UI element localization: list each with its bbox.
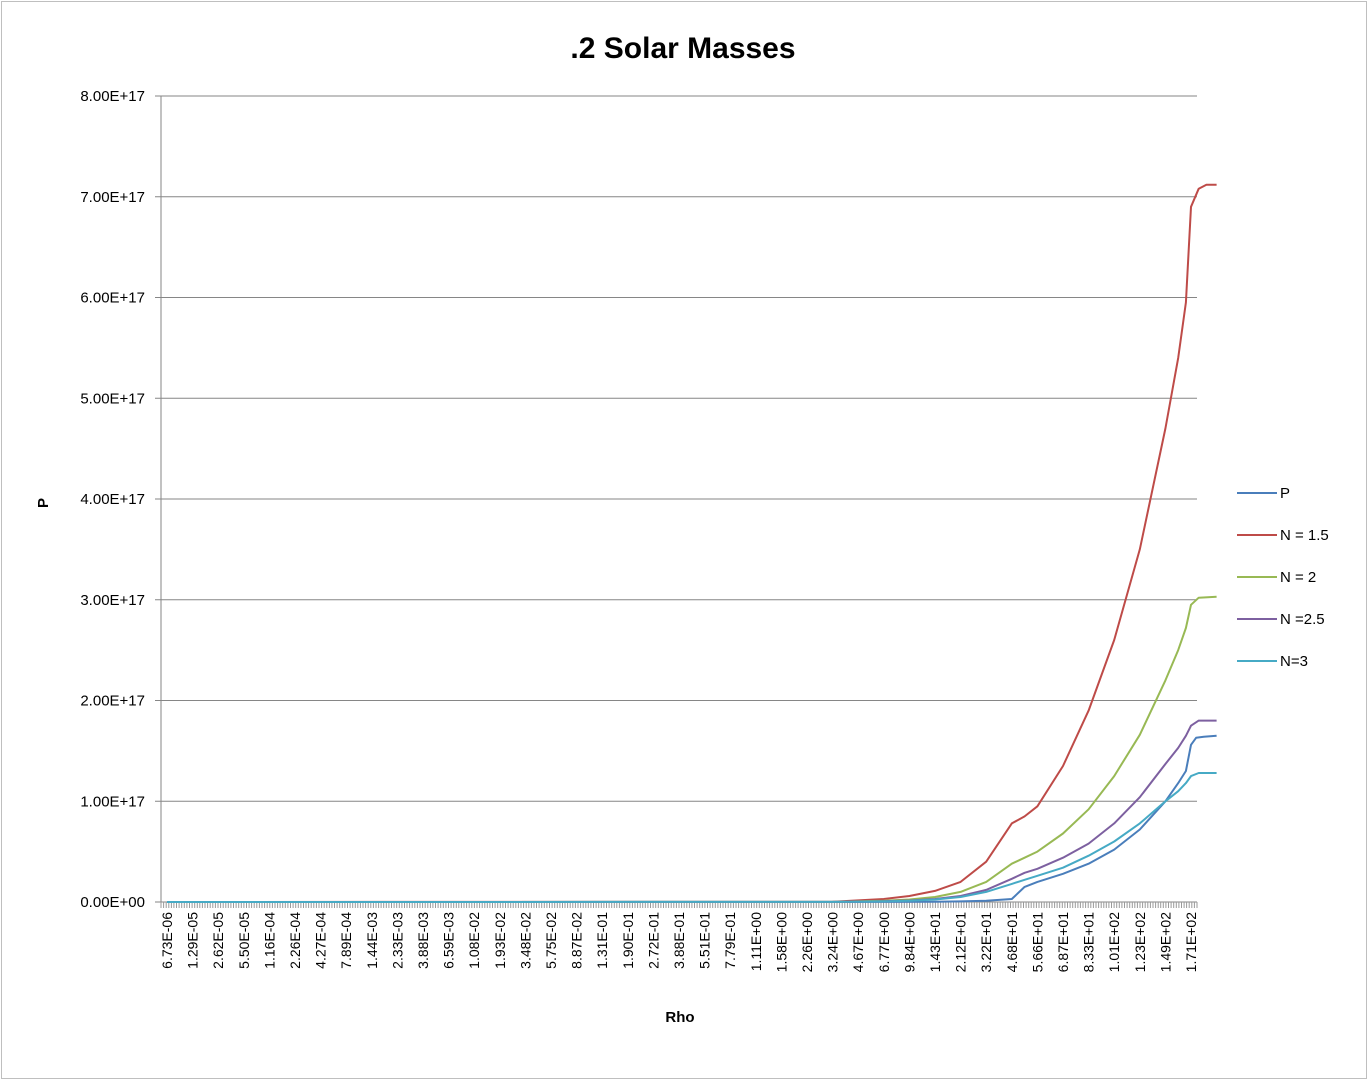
x-tick-label: 1.11E+00 xyxy=(748,912,764,972)
x-tick-label: 9.84E+00 xyxy=(901,912,917,973)
x-tick-label: 8.87E-02 xyxy=(569,912,585,969)
x-tick-label: 1.23E+02 xyxy=(1132,912,1148,973)
x-tick-label: 2.26E-04 xyxy=(287,912,303,969)
x-tick-label: 2.26E+00 xyxy=(799,912,815,973)
x-tick-label: 7.79E-01 xyxy=(722,912,738,969)
x-tick-label: 2.72E-01 xyxy=(645,912,661,969)
x-tick-label: 6.59E-03 xyxy=(441,912,457,969)
x-tick-label: 2.62E-05 xyxy=(210,912,226,969)
x-tick-label: 3.24E+00 xyxy=(825,912,841,973)
series-line-n-2 xyxy=(166,595,1217,903)
x-tick-label: 5.51E-01 xyxy=(697,912,713,969)
gridlines xyxy=(155,95,1198,908)
x-axis-minor-ticks xyxy=(160,902,1198,908)
series-line-n-1-5 xyxy=(166,183,1217,903)
legend: P N = 1.5 N = 2 N =2.5 N=3 xyxy=(1237,485,1329,670)
x-tick-label: 1.16E-04 xyxy=(261,912,277,969)
x-tick-label: 1.58E+00 xyxy=(773,912,789,973)
x-tick-label: 1.44E-03 xyxy=(364,912,380,969)
y-tick-label: 1.00E+17 xyxy=(80,793,145,810)
y-axis-label: P xyxy=(35,498,52,508)
series-line-p xyxy=(167,734,1217,903)
legend-label: N = 2 xyxy=(1280,569,1316,586)
x-tick-label: 6.73E-06 xyxy=(159,912,175,969)
series-lines xyxy=(166,183,1217,903)
legend-label: N = 1.5 xyxy=(1280,527,1329,544)
x-tick-label: 1.29E-05 xyxy=(185,912,201,969)
y-tick-label: 8.00E+17 xyxy=(80,88,145,105)
series-line-n-3 xyxy=(166,772,1217,903)
x-tick-label: 2.33E-03 xyxy=(389,912,405,969)
x-tick-label: 3.88E-01 xyxy=(671,912,687,969)
x-tick-label: 5.50E-05 xyxy=(236,912,252,969)
y-axis-ticks: 0.00E+00 1.00E+17 2.00E+17 3.00E+17 4.00E+17… xyxy=(80,88,145,911)
y-tick-label: 2.00E+17 xyxy=(80,693,145,710)
x-tick-label: 6.87E+01 xyxy=(1055,912,1071,973)
x-axis-label: Rho xyxy=(665,1009,694,1026)
x-tick-label: 1.43E+01 xyxy=(927,912,943,973)
chart-title: .2 Solar Masses xyxy=(570,32,795,65)
y-tick-label: 3.00E+17 xyxy=(80,592,145,609)
x-tick-label: 2.12E+01 xyxy=(953,912,969,973)
x-tick-label: 3.22E+01 xyxy=(978,912,994,973)
x-tick-label: 4.68E+01 xyxy=(1004,912,1020,973)
x-axis-ticks: 6.73E-06 1.29E-05 2.62E-05 5.50E-05 1.16E-04… xyxy=(159,912,1199,973)
x-tick-label: 1.01E+02 xyxy=(1106,912,1122,973)
y-tick-label: 5.00E+17 xyxy=(80,390,145,407)
x-tick-label: 7.89E-04 xyxy=(338,912,354,969)
y-tick-label: 7.00E+17 xyxy=(80,189,145,206)
x-tick-label: 1.31E-01 xyxy=(594,912,610,969)
x-tick-label: 1.93E-02 xyxy=(492,912,508,969)
y-tick-label: 6.00E+17 xyxy=(80,290,145,307)
x-tick-label: 1.49E+02 xyxy=(1157,912,1173,973)
x-minor-tick-marks xyxy=(160,902,1198,908)
x-tick-label: 1.90E-01 xyxy=(620,912,636,969)
legend-label: N =2.5 xyxy=(1280,611,1325,628)
x-tick-label: 3.88E-03 xyxy=(415,912,431,969)
x-tick-label: 5.75E-02 xyxy=(543,912,559,969)
y-tick-label: 4.00E+17 xyxy=(80,491,145,508)
x-tick-label: 1.71E+02 xyxy=(1183,912,1199,973)
x-tick-label: 3.48E-02 xyxy=(517,912,533,969)
x-tick-label: 4.27E-04 xyxy=(313,912,329,969)
x-tick-label: 5.66E+01 xyxy=(1029,912,1045,973)
legend-label: N=3 xyxy=(1280,653,1308,670)
legend-label: P xyxy=(1280,485,1290,502)
x-tick-label: 8.33E+01 xyxy=(1081,912,1097,973)
x-tick-label: 1.08E-02 xyxy=(466,912,482,969)
x-tick-label: 6.77E+00 xyxy=(876,912,892,973)
x-tick-label: 4.67E+00 xyxy=(850,912,866,973)
y-tick-label: 0.00E+00 xyxy=(80,894,145,911)
